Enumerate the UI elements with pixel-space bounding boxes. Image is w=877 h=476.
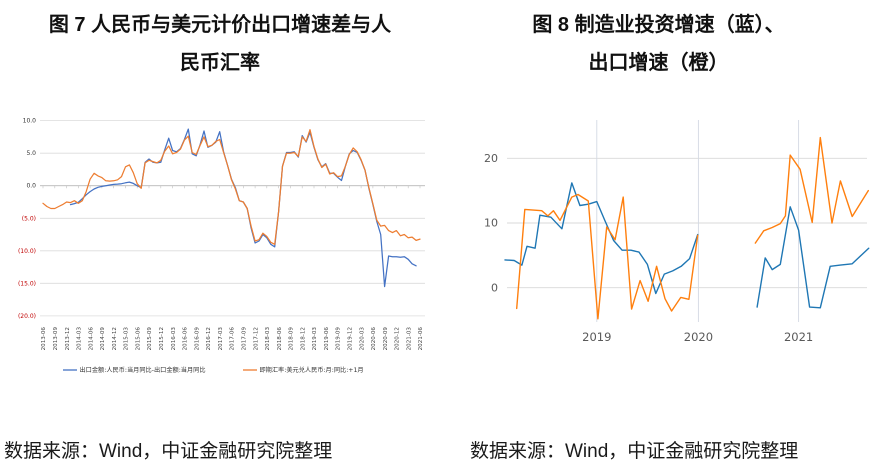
figure-8-panel: 图 8 制造业投资增速（蓝）、 出口增速（橙） 20 10 0 2019 2020 202… (440, 0, 877, 476)
fig7-x-tick-label: 2014-12 (112, 327, 118, 350)
fig7-x-tick-label: 2015-03 (124, 327, 130, 351)
fig7-x-tick-label: 2017-12 (253, 327, 259, 350)
fig7-x-tick-label: 2018-03 (265, 327, 271, 351)
fig7-x-tick-label: 2014-09 (100, 327, 106, 351)
fig7-x-tick-label: 2020-03 (359, 327, 365, 351)
figure-8-chart-svg: 20 10 0 2019 2020 2021 (484, 120, 870, 344)
fig8-x-tick-label: 2020 (684, 330, 713, 344)
fig7-x-tick-label: 2015-12 (159, 327, 165, 350)
fig7-x-tick-label: 2018-09 (289, 327, 295, 351)
fig7-x-tick-label: 2021-06 (418, 327, 424, 351)
figure-7-chart: 10.0 5.0 0.0 (5.0) (10.0) (15.0) (20.0) 2013-06… (0, 105, 440, 410)
fig7-x-tick-label: 2013-06 (41, 327, 47, 351)
figure-7-title-line1: 图 7 人民币与美元计价出口增速差与人 (48, 14, 392, 36)
fig7-x-tick-label: 2019-09 (336, 327, 342, 351)
fig7-x-tick-label: 2016-03 (171, 327, 177, 351)
figure-8-title-line2: 出口增速（橙） (588, 52, 729, 74)
figure-7-panel: 图 7 人民币与美元计价出口增速差与人 民币汇率 10.0 5.0 0.0 (5.0)… (0, 6, 440, 462)
fig7-x-tick-label: 2013-09 (53, 327, 59, 351)
fig8-y-tick-label: 0 (491, 281, 498, 294)
fig7-x-tick-label: 2017-03 (218, 327, 224, 351)
fig7-series-line-orange (42, 129, 421, 245)
figure-8-title: 图 8 制造业投资增速（蓝）、 出口增速（橙） (440, 6, 877, 82)
fig7-x-tick-label: 2019-03 (312, 327, 318, 351)
fig8-series-line-orange (754, 136, 869, 244)
fig8-series-line-blue (756, 206, 870, 309)
fig7-x-tick-label: 2017-06 (230, 327, 236, 351)
figure-8-source: 数据来源：Wind，中证金融研究院整理 (470, 441, 799, 462)
fig7-x-tick-label: 2015-09 (147, 327, 153, 351)
fig8-x-tick-label: 2019 (582, 330, 611, 344)
figure-7-chart-svg: 10.0 5.0 0.0 (5.0) (10.0) (15.0) (20.0) 2013-06… (18, 118, 425, 374)
fig7-y-tick-label: (15.0) (18, 280, 36, 287)
fig7-x-tick-label: 2016-06 (183, 327, 189, 351)
fig8-series-line-orange (515, 193, 699, 320)
fig8-series-line-blue (504, 182, 699, 295)
fig7-x-tick-label: 2019-06 (324, 327, 330, 351)
fig7-x-tick-label: 2019-12 (348, 327, 354, 350)
figure-7-source: 数据来源：Wind，中证金融研究院整理 (4, 441, 333, 462)
fig7-y-tick-label: 10.0 (23, 118, 37, 125)
fig8-x-tick-label: 2021 (784, 330, 813, 344)
fig7-x-tick-label: 2014-03 (77, 327, 83, 351)
fig7-x-tick-label: 2018-06 (277, 327, 283, 351)
figure-8-chart: 20 10 0 2019 2020 2021 (440, 105, 877, 410)
figure-7-title-line2: 民币汇率 (180, 52, 260, 74)
fig7-x-tick-label: 2014-06 (88, 327, 94, 351)
fig7-x-tick-label: 2018-12 (300, 327, 306, 350)
fig7-x-tick-label: 2016-12 (206, 327, 212, 350)
fig7-x-tick-label: 2020-12 (395, 327, 401, 350)
fig7-y-tick-label: (10.0) (18, 248, 36, 255)
fig7-x-tick-label: 2017-09 (242, 327, 248, 351)
fig7-x-tick-label: 2015-06 (135, 327, 141, 351)
fig7-x-tick-label: 2013-12 (65, 327, 71, 350)
figure-7-title: 图 7 人民币与美元计价出口增速差与人 民币汇率 (0, 6, 440, 82)
fig7-x-tick-label: 2021-03 (406, 327, 412, 351)
fig7-legend-label: 出口金额:人民币:当月同比-出口金额:当月同比 (80, 366, 206, 374)
fig7-y-tick-label: 0.0 (26, 183, 36, 190)
fig7-series-line-blue (69, 128, 417, 288)
fig8-y-tick-label: 10 (484, 217, 498, 230)
fig7-x-tick-label: 2020-09 (383, 327, 389, 351)
fig7-x-tick-label: 2016-09 (194, 327, 200, 351)
fig7-y-tick-label: (20.0) (18, 313, 36, 320)
fig8-y-tick-label: 20 (484, 152, 498, 165)
fig7-x-tick-label: 2020-06 (371, 327, 377, 351)
fig7-legend-label: 即期汇率:美元兑人民币:月:同比:+1月 (260, 366, 364, 374)
fig7-y-tick-label: 5.0 (26, 150, 36, 157)
figure-8-title-line1: 图 8 制造业投资增速（蓝）、 (532, 14, 785, 36)
fig7-y-tick-label: (5.0) (22, 215, 36, 222)
